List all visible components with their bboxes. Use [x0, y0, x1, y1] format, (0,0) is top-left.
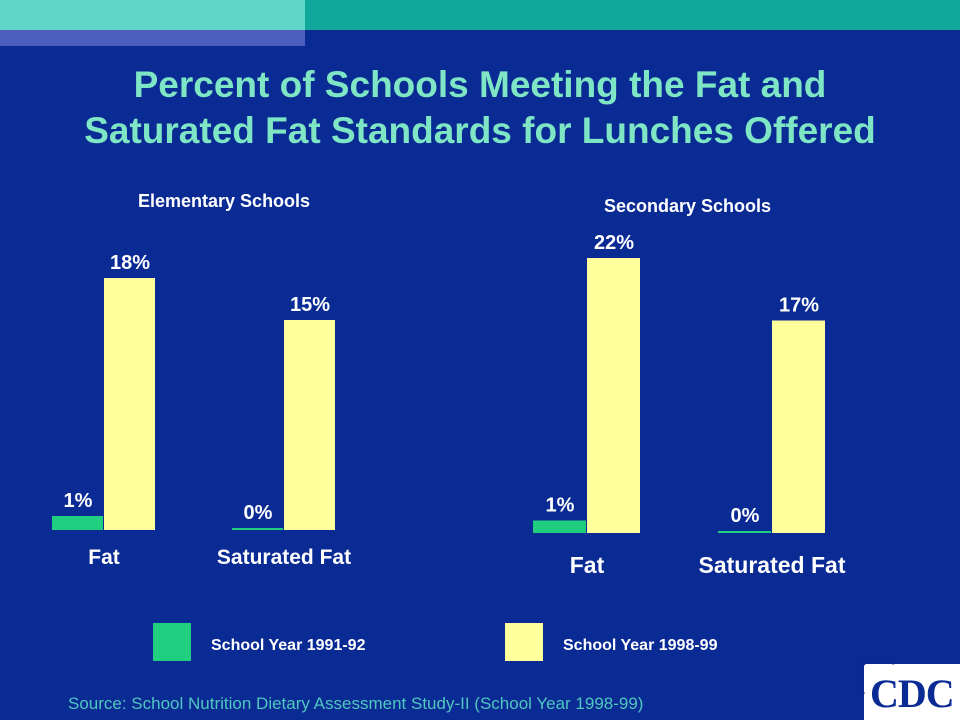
legend-label-1991: School Year 1991-92	[211, 637, 366, 654]
cdc-logo-text: CDC	[870, 671, 955, 716]
bar-p1-saturated-fat-s0	[718, 531, 771, 533]
data-label-p1-c0-s1: 22%	[594, 232, 634, 254]
bar-p0-fat-s1	[104, 278, 155, 530]
secondary-panel-title: Secondary Schools	[604, 196, 772, 216]
slide-title: Percent of Schools Meeting the Fat and S…	[0, 62, 960, 154]
category-label-p1-c0: Fat	[570, 552, 605, 578]
category-label-p0-c1: Saturated Fat	[217, 546, 351, 569]
legend-label-1998: School Year 1998-99	[563, 637, 718, 654]
legend-swatch-1998	[504, 622, 544, 662]
data-label-p1-c0-s0: 1%	[546, 495, 575, 517]
bar-p0-saturated-fat-s0	[232, 528, 283, 530]
elementary-panel-title: Elementary Schools	[138, 191, 311, 211]
cdc-logo: CDC	[856, 656, 960, 720]
source-note: Source: School Nutrition Dietary Assessm…	[68, 694, 644, 713]
bar-p0-fat-s0	[52, 516, 103, 530]
data-label-p1-c1-s1: 17%	[779, 295, 819, 317]
category-label-p1-c1: Saturated Fat	[699, 552, 846, 578]
data-label-p0-c0-s1: 18%	[110, 252, 150, 274]
data-label-p1-c1-s0: 0%	[731, 505, 760, 527]
bar-p1-fat-s0	[533, 520, 586, 533]
data-label-p0-c1-s0: 0%	[244, 502, 273, 524]
slide-title-line-2: Saturated Fat Standards for Lunches Offe…	[84, 110, 876, 151]
bar-p1-fat-s1	[587, 258, 640, 533]
bar-p1-saturated-fat-s1	[772, 320, 825, 533]
data-label-p0-c0-s0: 1%	[64, 490, 93, 512]
slide-title-line-1: Percent of Schools Meeting the Fat and	[133, 64, 827, 105]
category-label-p0-c0: Fat	[88, 546, 120, 569]
bar-p0-saturated-fat-s1	[284, 320, 335, 530]
data-label-p0-c1-s1: 15%	[290, 294, 330, 316]
header-band-accent-lower	[0, 30, 305, 46]
cdc-logo-arc	[856, 656, 902, 702]
legend-swatch-1991	[152, 622, 192, 662]
header-band-accent	[0, 0, 305, 30]
